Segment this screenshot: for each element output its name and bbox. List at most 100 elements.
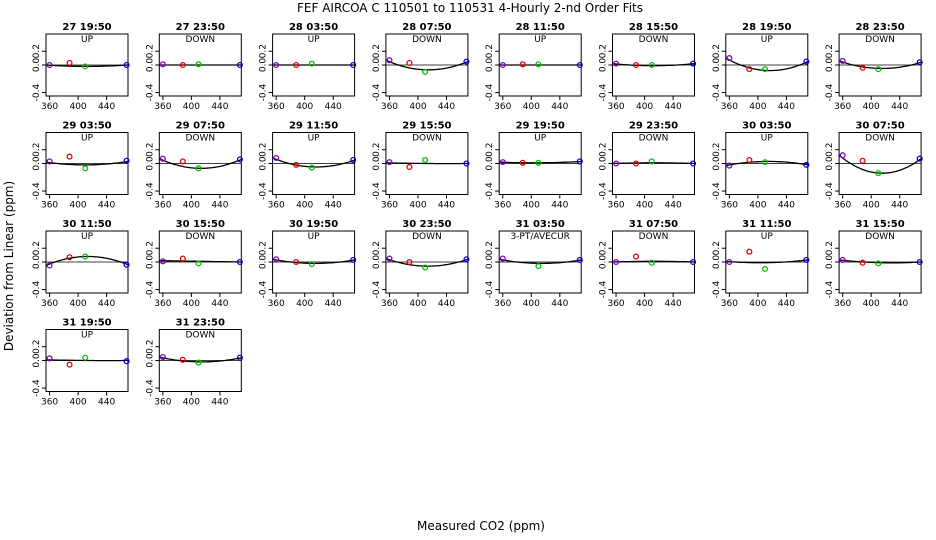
data-point (839, 256, 846, 263)
x-tick-label: 440 (778, 299, 795, 309)
data-point (761, 66, 769, 73)
x-tick-label: 440 (211, 102, 228, 112)
x-tick-label: 360 (381, 201, 398, 211)
x-tick-label: 440 (98, 102, 115, 112)
y-tick-label: 0.0 (145, 58, 155, 73)
panel-title: 28 23:50 (855, 22, 904, 33)
y-tick-label: 0.0 (599, 255, 609, 270)
y-tick-label: -0.4 (259, 84, 269, 102)
y-tick-label: -0.4 (485, 182, 495, 200)
panel-title: 31 03:50 (516, 219, 565, 230)
data-point (632, 253, 640, 260)
y-tick-label: 0.2 (145, 340, 155, 354)
panel-title: 29 23:50 (629, 121, 678, 132)
figure-title: FEF AIRCOA C 110501 to 110531 4-Hourly 2… (297, 1, 643, 15)
panel-title: 31 11:50 (742, 219, 791, 230)
y-tick-label: -0.4 (372, 182, 382, 200)
x-tick-label: 440 (778, 201, 795, 211)
x-tick-label: 360 (607, 299, 624, 309)
y-tick-label: 0.0 (599, 58, 609, 73)
data-point (613, 160, 620, 167)
data-point (386, 57, 393, 64)
panel-title: 30 07:50 (855, 121, 904, 132)
data-point (386, 255, 393, 262)
panel-label: DOWN (865, 232, 895, 242)
y-tick-label: 0.2 (825, 143, 835, 157)
data-point (726, 162, 733, 169)
panel: 31 03:50 3-PT/AVECUR 360 400 440 -0.4 0.00.2 (485, 219, 583, 309)
x-tick-label: 400 (69, 102, 86, 112)
panel-title: 29 19:50 (516, 121, 565, 132)
data-point (499, 61, 506, 69)
data-point (761, 159, 769, 166)
data-point (159, 258, 166, 265)
data-point (308, 60, 315, 67)
y-tick-label: 0.0 (32, 353, 42, 368)
x-tick-label: 360 (834, 299, 851, 309)
panel: 31 19:50 UP 360 400 440 -0.4 0.00.2 (32, 318, 130, 408)
data-point (123, 358, 130, 365)
data-point (875, 260, 882, 267)
x-tick-label: 400 (296, 299, 313, 309)
x-tick-label: 400 (523, 299, 540, 309)
x-tick-label: 400 (183, 299, 200, 309)
data-point (422, 264, 429, 271)
panel-title: 29 07:50 (176, 121, 225, 132)
y-tick-label: -0.4 (712, 182, 722, 200)
panel: 31 23:50 DOWN 360 400 440 -0.4 0.00.2 (145, 318, 243, 408)
panel: 29 03:50 UP 360 400 440 -0.4 0.00.2 (32, 121, 130, 211)
data-point (46, 355, 53, 362)
panel-label: DOWN (185, 134, 215, 144)
y-tick-label: 0.0 (712, 58, 722, 73)
panel: 29 07:50 DOWN 360 400 440 -0.4 0.00.2 (145, 121, 243, 211)
panel: 27 23:50 DOWN 360 400 440 -0.4 0.00.2 (145, 22, 243, 112)
x-tick-label: 400 (523, 102, 540, 112)
x-tick-label: 400 (636, 102, 653, 112)
y-tick-label: 0.0 (259, 255, 269, 270)
x-tick-label: 400 (296, 201, 313, 211)
x-tick-label: 360 (41, 102, 58, 112)
y-tick-label: 0.0 (259, 156, 269, 171)
data-point (726, 55, 733, 62)
panel-title: 28 19:50 (742, 22, 791, 33)
data-point (916, 258, 923, 266)
data-point (82, 165, 89, 172)
x-tick-label: 440 (98, 299, 115, 309)
data-point (273, 61, 280, 69)
panel-title: 27 19:50 (62, 22, 111, 33)
data-point (746, 66, 753, 73)
x-tick-label: 440 (325, 299, 342, 309)
data-point (632, 160, 640, 167)
x-tick-label: 360 (381, 299, 398, 309)
panel-label: DOWN (412, 134, 442, 144)
fit-curve (725, 259, 808, 264)
data-point (66, 361, 73, 368)
x-tick-label: 360 (154, 102, 171, 112)
data-point (576, 256, 583, 263)
data-point (308, 164, 315, 171)
x-tick-label: 400 (749, 102, 766, 112)
data-point (123, 61, 130, 69)
panel-title: 30 19:50 (289, 219, 338, 230)
data-point (535, 61, 542, 68)
x-tick-label: 360 (834, 102, 851, 112)
panel-label: 3-PT/AVECUR (510, 232, 569, 242)
panel-label: DOWN (412, 35, 442, 45)
data-point (746, 157, 753, 164)
data-point (66, 153, 73, 160)
x-tick-label: 400 (409, 102, 426, 112)
y-tick-label: 0.2 (372, 241, 382, 255)
x-tick-label: 360 (268, 299, 285, 309)
y-tick-label: 0.0 (825, 156, 835, 171)
x-tick-label: 440 (665, 201, 682, 211)
panel: 31 11:50 UP 360 400 440 -0.4 0.00.2 (712, 219, 810, 309)
data-point (839, 152, 846, 159)
x-tick-label: 440 (438, 102, 455, 112)
data-point (648, 61, 655, 69)
y-tick-label: 0.2 (372, 143, 382, 157)
data-point (350, 256, 357, 263)
panel-title: 30 11:50 (62, 219, 111, 230)
y-tick-label: 0.2 (145, 241, 155, 255)
panel-label: DOWN (185, 232, 215, 242)
x-tick-label: 400 (183, 398, 200, 408)
